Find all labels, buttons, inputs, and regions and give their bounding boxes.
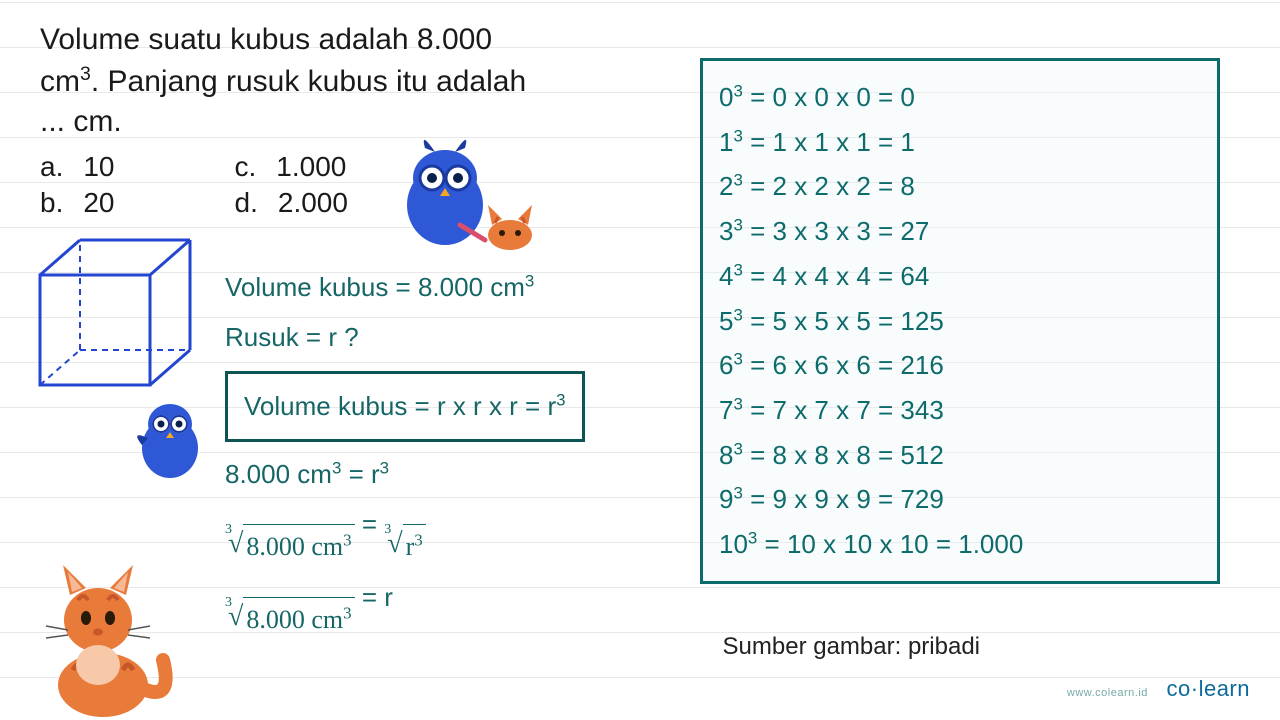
radical-icon: √ — [387, 520, 402, 568]
options-col-left: a.10 b.20 — [40, 151, 115, 219]
cube-row: 43 = 4 x 4 x 4 = 64 — [719, 254, 1201, 299]
given-line: Volume kubus = 8.000 cm3 — [225, 265, 585, 309]
cube-row: 63 = 6 x 6 x 6 = 216 — [719, 343, 1201, 388]
cube-row: 23 = 2 x 2 x 2 = 8 — [719, 164, 1201, 209]
formula-box: Volume kubus = r x r x r = r3 — [225, 371, 585, 441]
cubes-reference-table: 03 = 0 x 0 x 0 = 013 = 1 x 1 x 1 = 123 =… — [700, 58, 1220, 584]
question-line2-exp: 3 — [80, 63, 91, 85]
cube-row: 73 = 7 x 7 x 7 = 343 — [719, 388, 1201, 433]
step3-line: 3 √ 8.000 cm3 = r — [225, 575, 585, 642]
question-text: Volume suatu kubus adalah 8.000 cm3. Pan… — [40, 20, 580, 143]
cat-peek-icon — [480, 195, 540, 250]
step1-line: 8.000 cm3 = r3 — [225, 452, 585, 496]
solution-work: Volume kubus = 8.000 cm3 Rusuk = r ? Vol… — [225, 265, 585, 648]
owl-small-icon — [130, 390, 210, 480]
options-col-right: c.1.000 d.2.000 — [235, 151, 348, 219]
question-line1: Volume suatu kubus adalah 8.000 — [40, 23, 492, 56]
option-a: a.10 — [40, 151, 115, 183]
cat-sitting-icon — [28, 560, 178, 720]
radical-icon: √ — [228, 593, 243, 641]
cube-row: 93 = 9 x 9 x 9 = 729 — [719, 477, 1201, 522]
cube-row: 83 = 8 x 8 x 8 = 512 — [719, 433, 1201, 478]
rusuk-line: Rusuk = r ? — [225, 315, 585, 359]
option-c: c.1.000 — [235, 151, 348, 183]
radical-icon: √ — [228, 520, 243, 568]
question-line2-suffix: . Panjang rusuk kubus itu adalah — [91, 65, 526, 98]
cube-row: 03 = 0 x 0 x 0 = 0 — [719, 75, 1201, 120]
cube-row: 33 = 3 x 3 x 3 = 27 — [719, 209, 1201, 254]
option-d: d.2.000 — [235, 187, 348, 219]
cube-row: 53 = 5 x 5 x 5 = 125 — [719, 299, 1201, 344]
brand-logo: www.colearn.id co·learn — [1067, 676, 1250, 702]
brand-url: www.colearn.id — [1067, 687, 1148, 699]
question-line3: ... cm. — [40, 105, 122, 138]
cube-row: 103 = 10 x 10 x 10 = 1.000 — [719, 522, 1201, 567]
cube-diagram-icon — [30, 235, 200, 395]
image-source-caption: Sumber gambar: pribadi — [723, 633, 980, 661]
cube-row: 13 = 1 x 1 x 1 = 1 — [719, 120, 1201, 165]
question-line2-prefix: cm — [40, 65, 80, 98]
step2-line: 3 √ 8.000 cm3 = 3 √ r3 — [225, 502, 585, 569]
option-b: b.20 — [40, 187, 115, 219]
brand-name: co·learn — [1167, 676, 1250, 701]
